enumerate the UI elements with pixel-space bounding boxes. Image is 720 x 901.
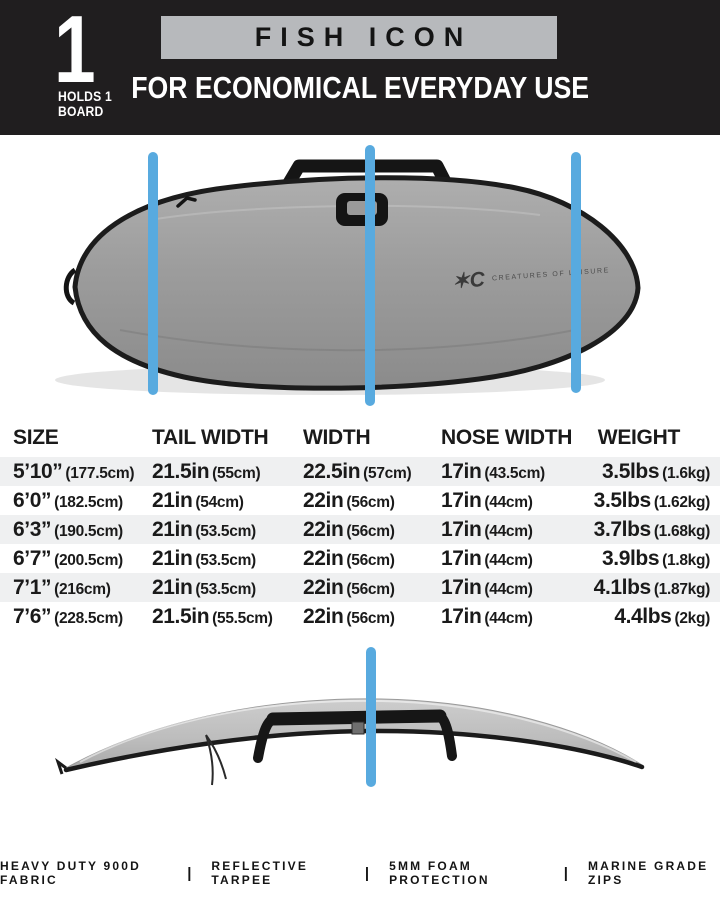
cell-nose-width: 17in (44cm) <box>441 518 533 541</box>
cell-width: 22in (56cm) <box>303 547 395 570</box>
cell-tail-width: 21in (53.5cm) <box>152 518 256 541</box>
cell-weight: 3.9lbs (1.8kg) <box>602 547 710 570</box>
bag-body-top-view <box>72 175 641 391</box>
cell-size: 6’0” (182.5cm) <box>13 489 123 512</box>
feature-zips: MARINE GRADE ZIPS <box>587 859 709 887</box>
cell-size: 7’6” (228.5cm) <box>13 605 123 628</box>
zipper-pull <box>176 196 197 208</box>
col-header-width: WIDTH <box>303 426 371 449</box>
cell-weight: 3.5lbs (1.6kg) <box>602 460 710 483</box>
cell-width: 22in (56cm) <box>303 576 395 599</box>
board-count-caption-line1: HOLDS 1 <box>58 89 112 104</box>
product-title-box: FISH ICON <box>161 16 557 59</box>
product-subtitle: FOR ECONOMICAL EVERYDAY USE <box>131 70 589 105</box>
cell-tail-width: 21in (53.5cm) <box>152 576 256 599</box>
header-band: 1 HOLDS 1 BOARD FISH ICON FOR ECONOMICAL… <box>0 0 720 135</box>
cell-nose-width: 17in (44cm) <box>441 489 533 512</box>
boardbag-side-view-image <box>55 698 645 786</box>
col-header-nose-width: NOSE WIDTH <box>441 426 573 449</box>
cell-width: 22in (56cm) <box>303 605 395 628</box>
feature-tarpee: REFLECTIVE TARPEE <box>211 859 309 887</box>
cell-nose-width: 17in (44cm) <box>441 576 533 599</box>
table-row: 7’1” (216cm) 21in (53.5cm) 22in (56cm) 17in… <box>0 573 720 602</box>
side-highlight <box>79 699 637 763</box>
cell-weight: 4.4lbs (2kg) <box>614 605 710 628</box>
cell-width: 22in (56cm) <box>303 518 395 541</box>
tail-width-measure-line <box>148 152 158 395</box>
bag-body-side-view <box>65 698 643 772</box>
col-header-size: SIZE <box>13 426 59 449</box>
feature-fabric: HEAVY DUTY 900D FABRIC <box>0 859 142 887</box>
table-row: 5’10” (177.5cm) 21.5in (55cm) 22.5in (57cm)… <box>0 457 720 486</box>
nose-width-measure-line <box>571 152 581 393</box>
side-center-measure-line <box>366 647 376 787</box>
cell-width: 22.5in (57cm) <box>303 460 412 483</box>
cell-nose-width: 17in (44cm) <box>441 605 533 628</box>
col-header-weight: WEIGHT <box>597 426 681 449</box>
table-row: 6’3” (190.5cm) 21in (53.5cm) 22in (56cm) 17… <box>0 515 720 544</box>
center-width-measure-line <box>365 145 375 406</box>
cell-tail-width: 21.5in (55.5cm) <box>152 605 273 628</box>
boardbag-top-view-image: ✶C CREATURES OF LEISURE <box>55 159 641 395</box>
cell-tail-width: 21in (54cm) <box>152 489 244 512</box>
zipper-cord <box>205 734 227 786</box>
cell-weight: 3.5lbs (1.62kg) <box>593 489 711 512</box>
feature-foam: 5MM FOAM PROTECTION <box>389 859 490 887</box>
cell-size: 5’10” (177.5cm) <box>13 460 135 483</box>
footer-separator: | <box>364 864 370 882</box>
board-count-caption: HOLDS 1 BOARD <box>58 89 112 119</box>
footer-separator: | <box>563 864 568 882</box>
side-carry-handle-bar <box>266 709 447 726</box>
table-row: 7’6” (228.5cm) 21.5in (55.5cm) 22in (56cm) … <box>0 602 720 631</box>
cell-width: 22in (56cm) <box>303 489 395 512</box>
col-header-tail-width: TAIL WIDTH <box>152 426 269 449</box>
features-footer: HEAVY DUTY 900D FABRIC | REFLECTIVE TARP… <box>0 858 720 888</box>
fabric-highlight <box>149 204 541 221</box>
table-row: 6’7” (200.5cm) 21in (53.5cm) 22in (56cm) 17… <box>0 544 720 573</box>
tail-loop <box>63 267 77 306</box>
fabric-crease <box>119 329 576 352</box>
board-count-caption-line2: BOARD <box>58 103 104 119</box>
board-count-number: 1 <box>54 0 96 103</box>
product-subtitle-wrap: FOR ECONOMICAL EVERYDAY USE <box>0 70 720 106</box>
cell-tail-width: 21in (53.5cm) <box>152 547 256 570</box>
cell-size: 7’1” (216cm) <box>13 576 111 599</box>
cell-weight: 4.1lbs (1.87kg) <box>593 576 711 599</box>
cell-size: 6’3” (190.5cm) <box>13 518 123 541</box>
cell-nose-width: 17in (43.5cm) <box>441 460 545 483</box>
center-label-tag <box>351 721 365 735</box>
cell-nose-width: 17in (44cm) <box>441 547 533 570</box>
size-spec-table: SIZE TAIL WIDTH WIDTH NOSE WIDTH WEIGHT … <box>0 423 720 631</box>
cell-size: 6’7” (200.5cm) <box>13 547 123 570</box>
cell-tail-width: 21.5in (55cm) <box>152 460 261 483</box>
star-c-logo-icon: ✶C <box>451 268 486 293</box>
cell-weight: 3.7lbs (1.68kg) <box>593 518 711 541</box>
table-row: 6’0” (182.5cm) 21in (54cm) 22in (56cm) 17in… <box>0 486 720 515</box>
footer-separator: | <box>187 864 192 882</box>
tail-tip-strap <box>55 757 67 775</box>
product-title: FISH ICON <box>254 22 473 52</box>
table-header-row: SIZE TAIL WIDTH WIDTH NOSE WIDTH WEIGHT <box>0 423 720 457</box>
